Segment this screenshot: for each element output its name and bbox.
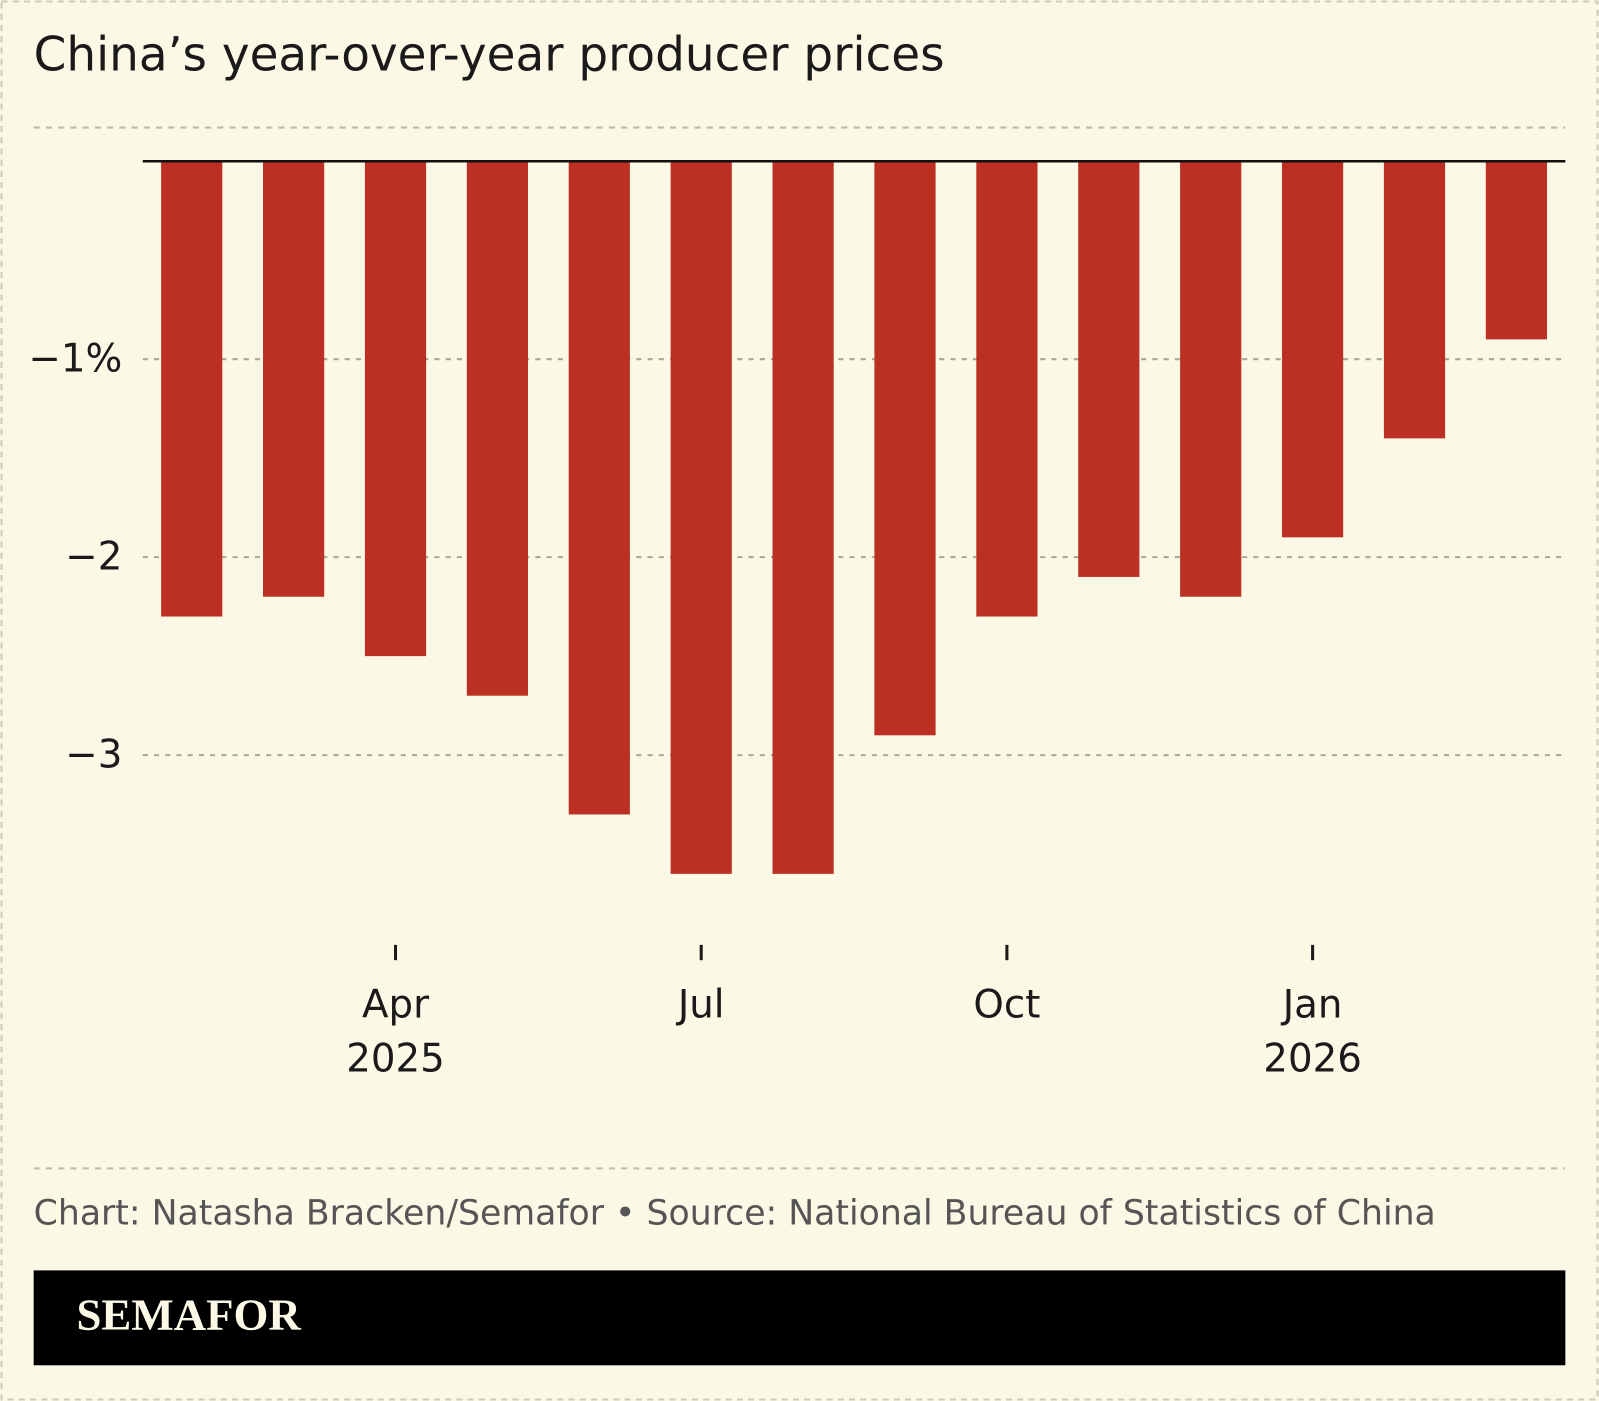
source: Chart: Natasha Bracken/Semafor • Source:… — [34, 1193, 1436, 1233]
x-tick-label: Apr — [362, 983, 429, 1028]
bar — [161, 161, 223, 617]
bar — [1485, 161, 1547, 340]
bar — [772, 161, 834, 874]
chart-title: China’s year-over-year producer prices — [34, 28, 945, 83]
x-tick-label: Oct — [973, 983, 1040, 1028]
x-year-label: 2026 — [1263, 1037, 1362, 1082]
y-tick-label: −1% — [28, 337, 122, 382]
bar — [1078, 161, 1140, 577]
y-tick-label: −2 — [65, 535, 122, 580]
y-tick-label: −3 — [65, 733, 122, 778]
bar — [1282, 161, 1344, 538]
bar — [874, 161, 936, 736]
bar — [364, 161, 427, 657]
bar — [263, 161, 325, 597]
x-tick-label: Jan — [1281, 983, 1343, 1028]
bar — [568, 161, 630, 815]
bar — [1180, 161, 1242, 597]
bar — [976, 161, 1038, 617]
logo-bar — [33, 1270, 1566, 1366]
bar — [1383, 161, 1446, 439]
x-tick-label: Jul — [676, 983, 725, 1028]
x-year-label: 2025 — [346, 1037, 445, 1082]
bar — [670, 161, 732, 874]
bar — [466, 161, 529, 696]
logo: SEMAFOR — [76, 1290, 301, 1340]
